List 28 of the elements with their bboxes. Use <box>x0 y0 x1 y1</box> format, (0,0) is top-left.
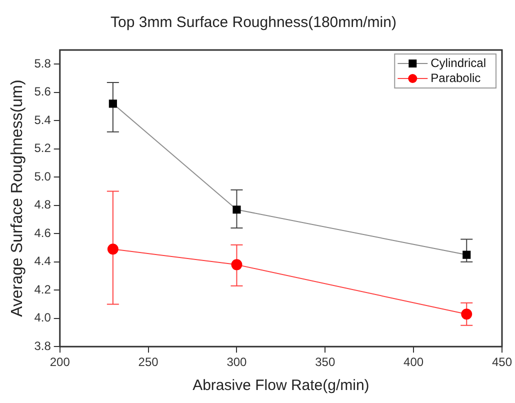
x-tick-label: 450 <box>492 355 512 370</box>
y-tick-label: 4.4 <box>34 254 52 268</box>
point <box>108 100 117 108</box>
x-tick-label: 200 <box>50 355 70 370</box>
y-tick-label: 5.2 <box>34 141 52 156</box>
point <box>232 206 241 214</box>
x-tick-label: 300 <box>226 355 248 370</box>
y-tick-label: 5.0 <box>34 169 52 184</box>
x-tick-label: 350 <box>315 355 336 370</box>
y-tick-label: 4.0 <box>34 310 52 325</box>
y-tick-label: 4.6 <box>34 226 52 240</box>
y-tick-label: 3.8 <box>34 338 52 353</box>
y-axis-title: Average Surface Roughness(um) <box>9 80 26 317</box>
point <box>462 250 471 259</box>
x-axis-title: Abrasive Flow Rate(g/min) <box>192 377 370 394</box>
y-tick-label: 5.6 <box>34 84 52 99</box>
point <box>231 259 242 270</box>
legend-label: Cylindrical <box>430 56 486 70</box>
y-tick-label: 5.4 <box>34 112 52 127</box>
y-tick-label: 5.8 <box>34 56 52 70</box>
chart-title: Top 3mm Surface Roughness(180mm/min) <box>110 14 396 32</box>
x-tick-label: 400 <box>404 355 424 370</box>
y-tick-label: 4.8 <box>34 198 52 212</box>
y-tick-label: 4.2 <box>34 282 52 296</box>
point <box>461 308 472 320</box>
legend-label: Parabolic <box>430 70 481 85</box>
x-tick-label: 250 <box>138 355 159 370</box>
point <box>107 244 118 255</box>
